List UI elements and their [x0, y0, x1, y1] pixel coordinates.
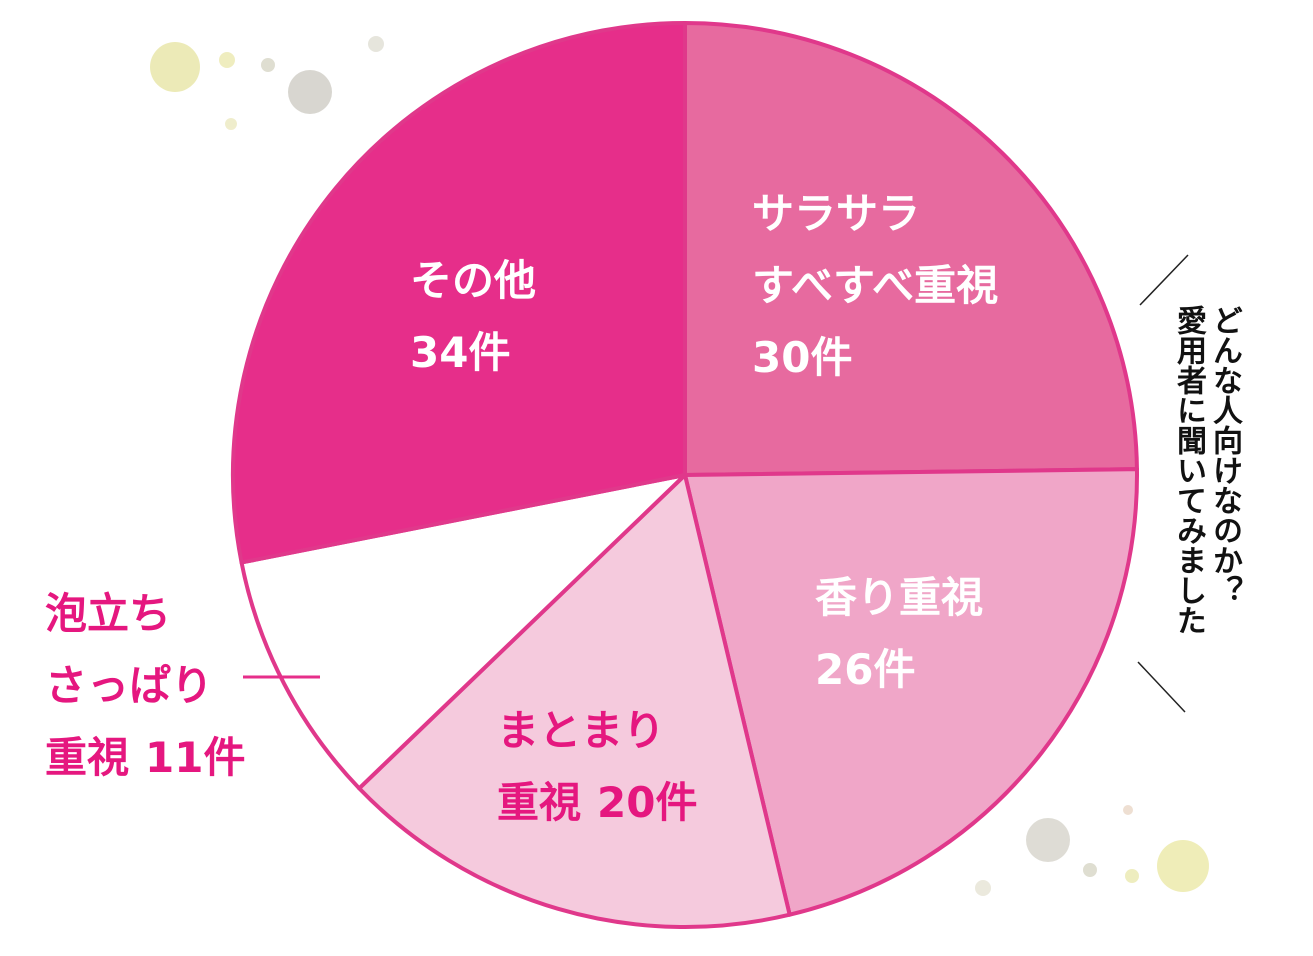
decoration	[150, 36, 1209, 896]
pie-slice	[231, 21, 687, 565]
pie-slice	[357, 473, 792, 929]
slice-label: サラサラ すべすべ重視 30件	[752, 178, 998, 394]
category-label: まとまり 重視	[497, 706, 666, 827]
value-label: 26件	[815, 645, 916, 694]
value-label: 11件	[145, 733, 246, 782]
pie-slice	[683, 467, 1139, 917]
category-label: 香り重視	[815, 573, 984, 622]
pie-slice	[683, 21, 1139, 477]
note-line	[1137, 661, 1186, 713]
category-label: 泡立ち さっぱり 重視	[45, 589, 214, 782]
slice-label: まとまり 重視 20件	[497, 695, 697, 839]
slice-label: 香り重視 26件	[815, 562, 983, 706]
category-label: その他	[410, 256, 537, 305]
value-label: 20件	[597, 778, 698, 827]
slice-label: 泡立ち さっぱり 重視 11件	[45, 578, 245, 794]
value-label: 34件	[410, 328, 511, 377]
slice-label: その他 34件	[410, 245, 536, 389]
annotation: どんな人向けなのか？ 愛用者に聞いてみました	[1171, 305, 1242, 635]
note-line	[1139, 254, 1189, 306]
pie	[231, 21, 1139, 929]
category-label: サラサラ すべすべ重視	[752, 189, 999, 310]
value-label: 30件	[752, 333, 853, 382]
pie-slice	[239, 473, 687, 791]
